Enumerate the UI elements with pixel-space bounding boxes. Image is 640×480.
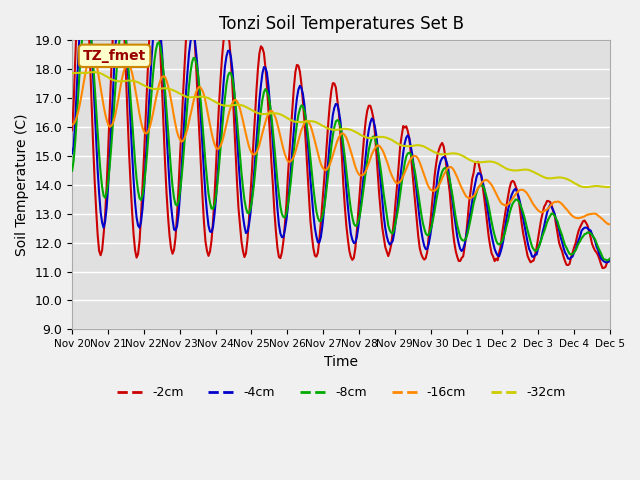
Text: TZ_fmet: TZ_fmet	[83, 49, 146, 63]
X-axis label: Time: Time	[324, 355, 358, 369]
Title: Tonzi Soil Temperatures Set B: Tonzi Soil Temperatures Set B	[219, 15, 463, 33]
Legend: -2cm, -4cm, -8cm, -16cm, -32cm: -2cm, -4cm, -8cm, -16cm, -32cm	[112, 381, 570, 404]
Y-axis label: Soil Temperature (C): Soil Temperature (C)	[15, 113, 29, 256]
